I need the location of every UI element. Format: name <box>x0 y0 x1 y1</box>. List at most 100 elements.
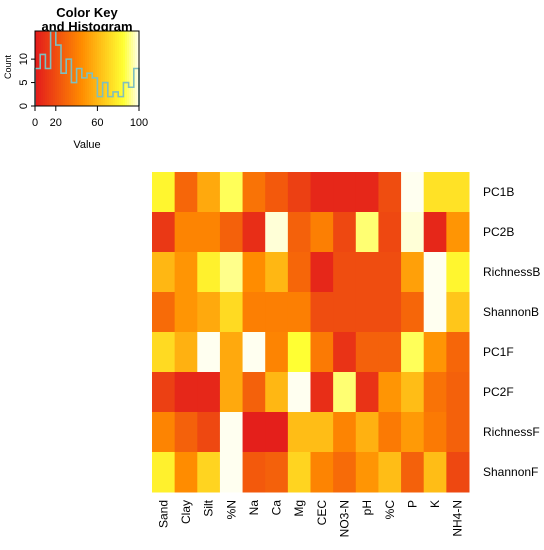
column-label: Sand <box>156 500 170 528</box>
color-key-swatch <box>129 31 132 106</box>
heatmap-cell <box>287 452 311 493</box>
heatmap-cell <box>401 412 425 453</box>
color-key-swatch <box>53 31 56 106</box>
heatmap-cell <box>355 372 379 413</box>
heatmap-cell <box>197 412 221 453</box>
column-label: NH4-N <box>451 500 465 537</box>
color-key-axes: 0 20 60 100 0 5 10 <box>18 30 148 129</box>
heatmap-cell <box>355 172 379 213</box>
color-key-swatch <box>93 31 96 106</box>
heatmap-cell <box>423 292 447 333</box>
heatmap-cell <box>355 452 379 493</box>
heatmap-cell <box>152 172 176 213</box>
color-key-y-tick-label: 5 <box>18 80 30 86</box>
heatmap-cell <box>333 372 357 413</box>
color-key-swatch <box>107 31 110 106</box>
heatmap-cell <box>401 332 425 373</box>
column-label: CEC <box>315 500 329 526</box>
heatmap-cell <box>401 252 425 293</box>
heatmap-cell <box>265 372 289 413</box>
color-key-swatch <box>101 31 104 106</box>
color-key-swatch <box>99 31 102 106</box>
color-key-swatch <box>109 31 112 106</box>
heatmap-cell <box>310 372 334 413</box>
heatmap-cell <box>378 372 402 413</box>
color-key-swatch <box>69 31 72 106</box>
color-key-swatch <box>41 31 44 106</box>
heatmap-cell <box>174 252 198 293</box>
heatmap-cell <box>242 212 266 253</box>
heatmap-cell <box>152 452 176 493</box>
column-label: %N <box>224 500 238 519</box>
row-label: ShannonB <box>483 305 539 319</box>
color-key-x-tick-label: 100 <box>130 117 148 129</box>
color-key-swatch <box>83 31 86 106</box>
heatmap-cell <box>174 292 198 333</box>
color-key-swatch <box>121 31 124 106</box>
color-key-swatch <box>63 31 66 106</box>
row-label: PC2F <box>483 385 514 399</box>
heatmap-cell <box>152 212 176 253</box>
heatmap-cell <box>287 172 311 213</box>
heatmap-row-labels: PC1B PC2B RichnessB ShannonB PC1F PC2F Richnes… <box>483 185 540 479</box>
heatmap-cell <box>423 412 447 453</box>
row-label: RichnessB <box>483 265 540 279</box>
color-key-swatch <box>117 31 120 106</box>
heatmap-cell <box>242 332 266 373</box>
heatmap-cell <box>378 172 402 213</box>
color-key-histogram-line <box>34 30 140 106</box>
color-key-title-line1: Color Key <box>56 5 118 20</box>
column-label: K <box>428 500 442 508</box>
heatmap-cell <box>310 292 334 333</box>
color-key-swatch <box>43 31 46 106</box>
heatmap-cell <box>310 412 334 453</box>
heatmap-cell <box>355 332 379 373</box>
heatmap-cell <box>310 212 334 253</box>
heatmap-cell <box>197 172 221 213</box>
heatmap-cell <box>423 372 447 413</box>
heatmap-cell <box>174 372 198 413</box>
color-key-swatch <box>67 31 70 106</box>
heatmap-cell <box>423 332 447 373</box>
color-key-histogram <box>34 30 140 106</box>
heatmap-cell <box>219 452 244 493</box>
color-key: Color Key and Histogram 0 20 60 100 0 5 10 Val… <box>3 5 148 151</box>
heatmap-cell <box>423 172 447 213</box>
color-key-swatch <box>55 31 58 106</box>
heatmap-cell <box>219 172 244 213</box>
color-key-y-tick-label: 10 <box>18 53 30 65</box>
heatmap-cell <box>446 172 470 213</box>
heatmap-cell <box>197 252 221 293</box>
color-key-swatch <box>97 31 100 106</box>
color-key-swatch <box>103 31 106 106</box>
column-label: Na <box>247 500 261 516</box>
heatmap-cell <box>152 292 176 333</box>
heatmap-cell <box>355 412 379 453</box>
heatmap-cell <box>423 212 447 253</box>
heatmap-cell <box>401 292 425 333</box>
heatmap-cell <box>446 452 470 493</box>
column-label: pH <box>360 500 374 515</box>
heatmap-cell <box>378 252 402 293</box>
heatmap-cell <box>197 332 221 373</box>
heatmap-cell <box>242 452 266 493</box>
column-label: Ca <box>270 500 284 516</box>
heatmap-cell <box>333 332 357 373</box>
color-key-swatch <box>57 31 60 106</box>
heatmap-cell <box>174 452 198 493</box>
color-key-swatch <box>61 31 64 106</box>
color-key-swatch <box>105 31 108 106</box>
heatmap-cell <box>219 372 244 413</box>
color-key-title-line2: and Histogram <box>41 19 132 34</box>
color-key-swatch <box>127 31 130 106</box>
color-key-y-tick-label: 0 <box>18 103 30 109</box>
color-key-swatch <box>113 31 116 106</box>
heatmap-cell <box>378 292 402 333</box>
color-key-swatch <box>95 31 98 106</box>
heatmap-cell <box>197 292 221 333</box>
heatmap-cell <box>446 252 470 293</box>
heatmap-cell <box>446 332 470 373</box>
heatmap-cell <box>152 252 176 293</box>
heatmap-cell <box>242 252 266 293</box>
heatmap-cell <box>197 212 221 253</box>
